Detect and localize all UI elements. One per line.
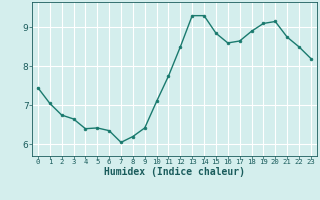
X-axis label: Humidex (Indice chaleur): Humidex (Indice chaleur)	[104, 167, 245, 177]
